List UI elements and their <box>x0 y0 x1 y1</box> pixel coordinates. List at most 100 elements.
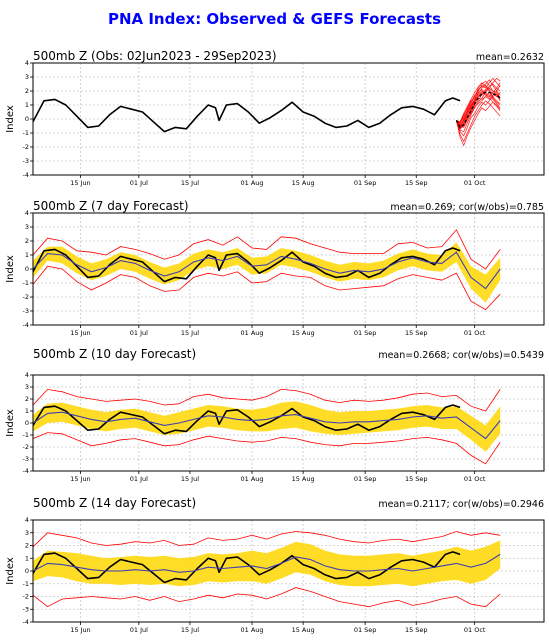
panel-stat-label: mean=0.2668; cor(w/obs)=0.5439 <box>378 350 544 361</box>
plot-area <box>33 531 501 608</box>
y-tick-label: -3 <box>23 455 29 463</box>
y-tick-label: -3 <box>23 307 29 315</box>
x-tick-label: 15 Jul <box>181 329 199 337</box>
y-tick-label: -2 <box>23 593 29 601</box>
ensemble-envelope-upper-line <box>33 388 501 412</box>
y-axis-label: Index <box>5 557 16 585</box>
y-tick-label: 4 <box>25 371 29 379</box>
x-tick-label: 01 Oct <box>464 329 486 337</box>
ensemble-spread-band <box>33 242 501 303</box>
y-tick-label: 4 <box>25 59 29 67</box>
y-tick-label: 3 <box>25 223 29 231</box>
x-tick-label: 15 Sep <box>405 475 428 483</box>
y-tick-label: 3 <box>25 529 29 537</box>
ensemble-mean-line <box>33 251 501 290</box>
x-tick-label: 01 Jul <box>130 329 148 337</box>
y-tick-label: 2 <box>25 395 29 403</box>
ensemble-member-line <box>456 77 501 128</box>
chart-panel: -4 -3 -2 -1 0 1 2 3 4 15 Jun 01 Jul 15 Jul 01 Aug 15 … <box>5 49 545 187</box>
y-tick-label: -1 <box>23 431 29 439</box>
x-tick-label: 15 Aug <box>292 475 315 483</box>
panel-title: 500mb Z (7 day Forecast) <box>33 199 189 213</box>
ensemble-envelope-upper-line <box>33 229 501 270</box>
plot-area <box>33 77 501 147</box>
ensemble-envelope-lower-line <box>33 265 501 311</box>
y-tick-label: -3 <box>23 605 29 613</box>
y-tick-label: 0 <box>25 265 29 273</box>
y-tick-label: 1 <box>25 407 29 415</box>
y-tick-label: -4 <box>23 321 29 329</box>
panel-title: 500mb Z (10 day Forecast) <box>33 347 196 361</box>
y-tick-label: -2 <box>23 443 29 451</box>
y-tick-label: 0 <box>25 115 29 123</box>
ensemble-member-line <box>456 77 501 123</box>
ensemble-member-line <box>456 85 501 130</box>
panel-stat-label: mean=0.2632 <box>476 52 544 63</box>
y-tick-label: 2 <box>25 542 29 550</box>
y-axis-label: Index <box>5 105 16 133</box>
ensemble-member-line <box>456 89 501 124</box>
y-tick-label: -1 <box>23 279 29 287</box>
ensemble-member-line <box>456 84 501 127</box>
x-tick-label: 01 Jul <box>130 475 148 483</box>
x-tick-label: 01 Oct <box>464 475 486 483</box>
y-tick-label: -3 <box>23 157 29 165</box>
y-tick-label: -4 <box>23 467 29 475</box>
chart-panel: -4 -3 -2 -1 0 1 2 3 4 15 Jun 01 Jul 15 Jul 01 Aug 15 … <box>5 347 545 483</box>
y-tick-label: -1 <box>23 129 29 137</box>
x-tick-label: 01 Sep <box>354 329 377 337</box>
chart-panel: -4 -3 -2 -1 0 1 2 3 4 15 Jun 01 Jul 15 Jul 01 Aug 15 … <box>5 496 545 634</box>
chart-panel: -4 -3 -2 -1 0 1 2 3 4 15 Jun 01 Jul 15 Jul 01 Aug 15 … <box>5 199 545 337</box>
ensemble-member-line <box>456 79 501 126</box>
y-tick-label: 0 <box>25 567 29 575</box>
panel-title: 500mb Z (14 day Forecast) <box>33 496 196 510</box>
panel-title: 500mb Z (Obs: 02Jun2023 - 29Sep2023) <box>33 49 277 63</box>
y-tick-label: 1 <box>25 554 29 562</box>
y-tick-label: -4 <box>23 171 29 179</box>
y-tick-label: 0 <box>25 419 29 427</box>
y-tick-label: -1 <box>23 580 29 588</box>
x-tick-label: 01 Jul <box>130 626 148 634</box>
ensemble-member-line <box>456 82 501 123</box>
x-tick-label: 01 Jul <box>130 179 148 187</box>
x-tick-label: 01 Sep <box>354 179 377 187</box>
y-tick-label: 2 <box>25 87 29 95</box>
ensemble-envelope-upper-line <box>33 531 501 548</box>
x-tick-label: 01 Sep <box>354 475 377 483</box>
ensemble-mean-line <box>33 411 501 440</box>
ensemble-member-line <box>456 87 501 133</box>
x-tick-label: 01 Sep <box>354 626 377 634</box>
panel-stat-label: mean=0.269; cor(w/obs)=0.785 <box>390 202 544 213</box>
figure-title: PNA Index: Observed & GEFS Forecasts <box>108 10 441 28</box>
ensemble-mean-line <box>33 553 501 573</box>
x-tick-label: 01 Aug <box>240 626 263 634</box>
ensemble-envelope-lower-line <box>33 587 501 608</box>
y-axis-label: Index <box>5 255 16 283</box>
x-tick-label: 15 Jun <box>70 475 91 483</box>
x-tick-label: 15 Sep <box>405 626 428 634</box>
x-tick-label: 15 Aug <box>292 329 315 337</box>
x-tick-label: 01 Oct <box>464 626 486 634</box>
x-tick-label: 01 Aug <box>240 329 263 337</box>
chart-panels: -4 -3 -2 -1 0 1 2 3 4 15 Jun 01 Jul 15 Jul 01 Aug 15 … <box>5 49 545 634</box>
x-tick-label: 15 Sep <box>405 329 428 337</box>
ensemble-spread-band <box>33 540 501 587</box>
ensemble-member-line <box>456 83 501 129</box>
x-tick-label: 15 Jun <box>70 626 91 634</box>
observed-series-line <box>33 97 461 133</box>
y-tick-label: 4 <box>25 209 29 217</box>
plot-area <box>33 388 501 465</box>
x-tick-label: 01 Aug <box>240 475 263 483</box>
y-tick-label: -2 <box>23 143 29 151</box>
y-tick-label: 2 <box>25 237 29 245</box>
y-axis-label: Index <box>5 409 16 437</box>
observed-series-line <box>33 551 461 584</box>
y-tick-label: 3 <box>25 73 29 81</box>
x-tick-label: 15 Jul <box>181 179 199 187</box>
x-tick-label: 15 Aug <box>292 179 315 187</box>
y-tick-label: -4 <box>23 618 29 626</box>
ensemble-mean-line <box>455 91 501 129</box>
ensemble-envelope-lower-line <box>33 432 501 465</box>
y-tick-label: -2 <box>23 293 29 301</box>
